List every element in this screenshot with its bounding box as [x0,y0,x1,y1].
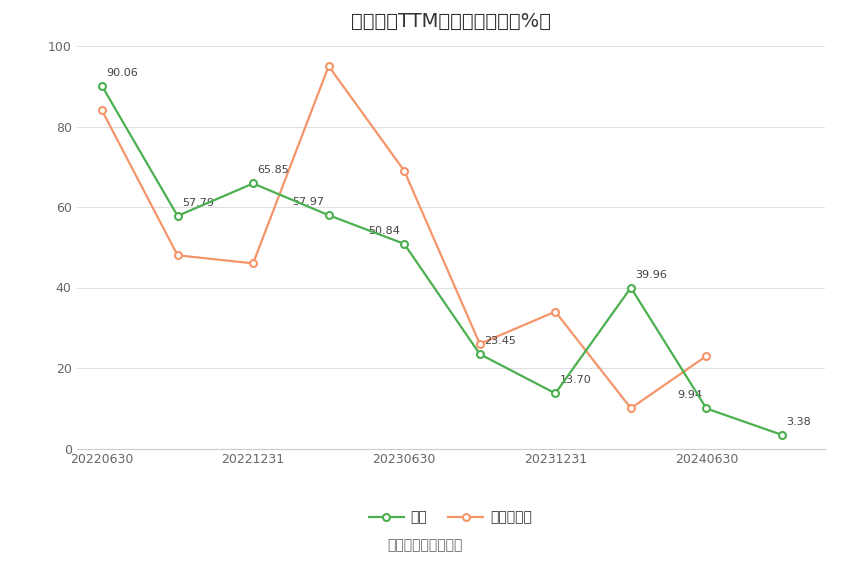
Text: 57.79: 57.79 [182,198,214,208]
Legend: 公司, 行业中位数: 公司, 行业中位数 [364,505,537,530]
Text: 13.70: 13.70 [559,375,592,385]
Text: 90.06: 90.06 [106,68,138,78]
Text: 57.97: 57.97 [292,197,325,207]
Text: 39.96: 39.96 [635,270,667,279]
Text: 9.94: 9.94 [677,390,702,400]
Text: 3.38: 3.38 [786,417,811,427]
Title: 市销率（TTM）历史百分位（%）: 市销率（TTM）历史百分位（%） [350,12,551,30]
Text: 50.84: 50.84 [368,226,400,236]
Text: 65.85: 65.85 [258,166,289,175]
Text: 数据来源：恒生聚源: 数据来源：恒生聚源 [388,538,462,552]
Text: 23.45: 23.45 [484,336,516,346]
